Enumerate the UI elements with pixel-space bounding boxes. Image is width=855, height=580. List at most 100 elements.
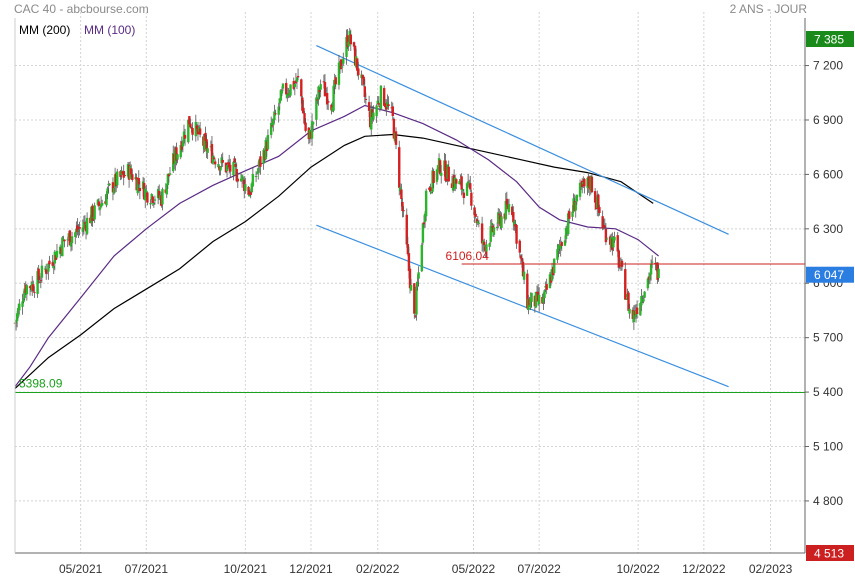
candle-up	[211, 155, 215, 164]
candle-up	[203, 136, 206, 150]
candle-up	[112, 187, 116, 194]
candle-down	[382, 88, 386, 106]
candle-up	[22, 298, 25, 302]
candle-up	[537, 294, 541, 304]
candle-down	[413, 283, 416, 314]
x-tick-label: 12/2021	[289, 562, 333, 576]
candle-up	[476, 221, 480, 224]
candle-up	[315, 97, 318, 120]
candle-up	[379, 85, 383, 109]
candle-up	[69, 242, 73, 247]
candle-up	[507, 204, 511, 213]
candle-up	[17, 307, 20, 317]
candle-up	[74, 232, 77, 237]
y-tick-label: 7 200	[813, 59, 843, 73]
candle-down	[339, 59, 343, 70]
candle-up	[337, 62, 341, 85]
candle-down	[377, 103, 380, 105]
candle-down	[583, 178, 586, 187]
candle-down	[146, 192, 149, 203]
candle-up	[106, 188, 109, 195]
chart-period-label[interactable]: 2 ANS - JOUR	[729, 2, 807, 16]
candle-up	[166, 173, 170, 186]
candle-up	[152, 202, 156, 205]
channel-lower-line	[316, 224, 729, 388]
candle-down	[406, 244, 410, 255]
candle-down	[198, 128, 202, 135]
candle-down	[617, 250, 621, 268]
candle-down	[234, 164, 237, 167]
candle-down	[521, 261, 525, 277]
candle-up	[567, 213, 570, 235]
candle-down	[346, 35, 349, 48]
candle-up	[240, 175, 244, 182]
candle-down	[274, 113, 277, 115]
y-tick-label: 6 300	[813, 222, 843, 236]
candle-up	[161, 189, 164, 205]
candle-up	[77, 230, 80, 232]
candle-up	[194, 121, 198, 137]
candle-up	[248, 194, 251, 197]
candle-down	[604, 228, 608, 243]
candle-up	[18, 303, 21, 311]
candle-up	[347, 41, 350, 47]
candle-up	[530, 292, 533, 302]
candle-down	[37, 268, 40, 280]
candle-down	[616, 235, 619, 252]
candle-down	[131, 174, 134, 180]
candle-down	[91, 205, 94, 221]
candle-down	[627, 292, 630, 311]
x-tick-label: 07/2022	[517, 562, 561, 576]
candle-down	[598, 207, 601, 213]
candle-up	[500, 216, 503, 228]
candle-up	[372, 112, 375, 120]
candle-up	[179, 145, 182, 158]
candle-up	[293, 83, 297, 88]
ma100-line	[14, 104, 659, 388]
candle-down	[402, 210, 405, 212]
candle-up	[244, 184, 247, 191]
price-badges: 7 385 6 047 4 513	[806, 31, 854, 561]
candle-up	[317, 86, 320, 100]
candle-up	[375, 105, 378, 117]
candle-up	[640, 295, 643, 306]
candle-up	[278, 98, 281, 104]
candle-up	[534, 291, 538, 308]
high-price-badge-text: 7 385	[814, 33, 844, 47]
candle-down	[130, 168, 133, 175]
y-tick-label: 6 900	[813, 113, 843, 127]
candle-up	[311, 122, 315, 125]
candle-down	[353, 45, 357, 66]
candle-up	[165, 183, 168, 195]
candle-up	[43, 268, 47, 270]
candle-down	[400, 189, 403, 200]
candle-down	[296, 75, 300, 78]
candle-up	[625, 298, 628, 300]
candle-up	[495, 226, 499, 229]
candle-down	[429, 187, 432, 192]
candle-down	[593, 191, 597, 203]
candle-up	[93, 205, 96, 220]
candle-up	[430, 191, 433, 194]
candle-up	[642, 299, 645, 302]
candle-down	[408, 268, 412, 289]
candle-down	[635, 307, 639, 314]
candle-down	[247, 186, 250, 195]
candle-up	[70, 236, 74, 244]
candle-down	[32, 284, 35, 292]
candle-up	[513, 220, 516, 226]
x-tick-label: 12/2022	[682, 562, 726, 576]
candle-up	[559, 244, 562, 249]
candle-down	[39, 279, 43, 281]
candle-up	[295, 77, 299, 82]
candle-up	[458, 181, 461, 185]
candle-up	[648, 273, 652, 280]
support-label: 5398.09	[19, 376, 63, 390]
candle-up	[574, 202, 577, 211]
low-price-badge-text: 4 513	[814, 547, 844, 561]
candle-up	[613, 236, 616, 241]
x-tick-label: 05/2022	[452, 562, 496, 576]
candle-down	[78, 226, 81, 229]
candle-down	[322, 81, 326, 83]
candle-down	[54, 255, 58, 260]
